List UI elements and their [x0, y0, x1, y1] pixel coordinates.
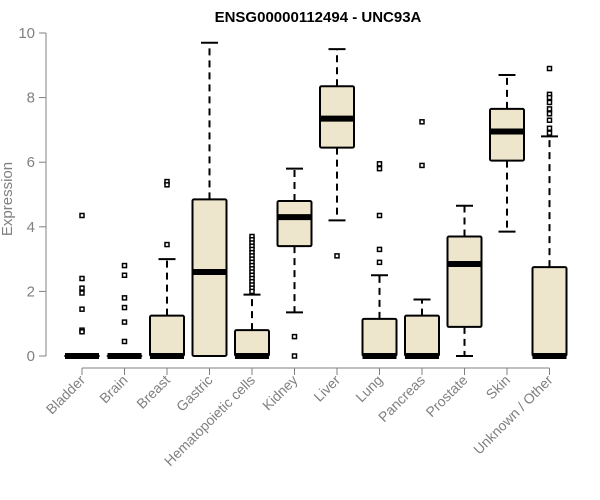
box-hematopoietic-cells	[234, 233, 270, 359]
x-tick-label-lung: Lung	[352, 372, 385, 405]
outlier-point	[376, 246, 383, 253]
outlier-point	[546, 117, 553, 123]
outlier-point	[334, 253, 340, 259]
outlier-point	[291, 333, 298, 340]
outlier-point	[79, 212, 85, 219]
box-body	[191, 198, 228, 357]
outlier-point	[546, 130, 553, 136]
box-unknown-other	[531, 65, 568, 359]
outlier-point	[546, 65, 553, 72]
x-tick-label-liver: Liver	[310, 372, 343, 405]
chart-title: ENSG00000112494 - UNC93A	[215, 9, 422, 26]
outlier-point	[79, 290, 85, 296]
y-tick-label-10: 10	[18, 25, 35, 42]
outlier-point	[121, 319, 128, 325]
outlier-point	[419, 162, 425, 169]
box-pancreas	[404, 119, 440, 359]
outlier-point	[546, 99, 553, 106]
outlier-point	[546, 111, 553, 117]
outlier-point	[79, 306, 85, 312]
box-prostate	[446, 204, 483, 357]
outlier-point	[121, 338, 128, 345]
box-skin	[489, 73, 525, 233]
y-tick-label-0: 0	[27, 348, 35, 365]
x-tick-label-breast: Breast	[133, 372, 173, 412]
box-body	[149, 314, 185, 357]
outlier-point	[546, 125, 553, 132]
outlier-point	[546, 94, 553, 101]
x-tick-label-skin: Skin	[483, 372, 514, 403]
x-tick-label-bladder: Bladder	[43, 372, 89, 418]
outlier-point	[121, 272, 128, 278]
box-body	[276, 199, 313, 248]
x-tick-label-kidney: Kidney	[259, 372, 301, 414]
y-tick-label-8: 8	[27, 90, 35, 107]
outlier-point	[546, 106, 553, 112]
outlier-point	[164, 182, 170, 188]
y-tick-label-2: 2	[27, 283, 35, 300]
box-body	[234, 329, 270, 358]
box-bladder	[64, 212, 100, 359]
box-breast	[149, 178, 185, 359]
outlier-point	[249, 288, 255, 295]
x-tick-label-prostate: Prostate	[422, 372, 470, 420]
box-body	[361, 317, 398, 358]
outlier-point	[79, 275, 85, 282]
box-brain	[106, 262, 143, 359]
outlier-point	[121, 304, 128, 311]
outlier-point	[291, 353, 298, 359]
outlier-point	[121, 295, 128, 301]
outlier-point	[79, 329, 85, 335]
box-body	[446, 235, 483, 328]
x-tick-label-unknown-other: Unknown / Other	[470, 372, 556, 458]
outlier-point	[376, 259, 383, 266]
y-tick-label-4: 4	[27, 219, 35, 236]
box-body	[489, 107, 525, 162]
outlier-point	[376, 165, 383, 172]
y-axis-title: Expression	[0, 162, 16, 236]
box-lung	[361, 161, 398, 359]
outlier-point	[79, 285, 85, 291]
outlier-point	[121, 262, 128, 269]
outlier-point	[164, 241, 170, 248]
outlier-point	[419, 119, 425, 125]
box-kidney	[276, 167, 313, 359]
box-body	[404, 314, 440, 357]
outlier-point	[376, 212, 383, 219]
box-body	[531, 266, 568, 357]
x-tick-label-pancreas: Pancreas	[375, 372, 428, 425]
box-gastric	[191, 41, 228, 357]
y-tick-label-6: 6	[27, 154, 35, 171]
x-tick-label-brain: Brain	[96, 372, 130, 406]
outlier-point	[376, 161, 383, 167]
box-liver	[319, 48, 355, 259]
